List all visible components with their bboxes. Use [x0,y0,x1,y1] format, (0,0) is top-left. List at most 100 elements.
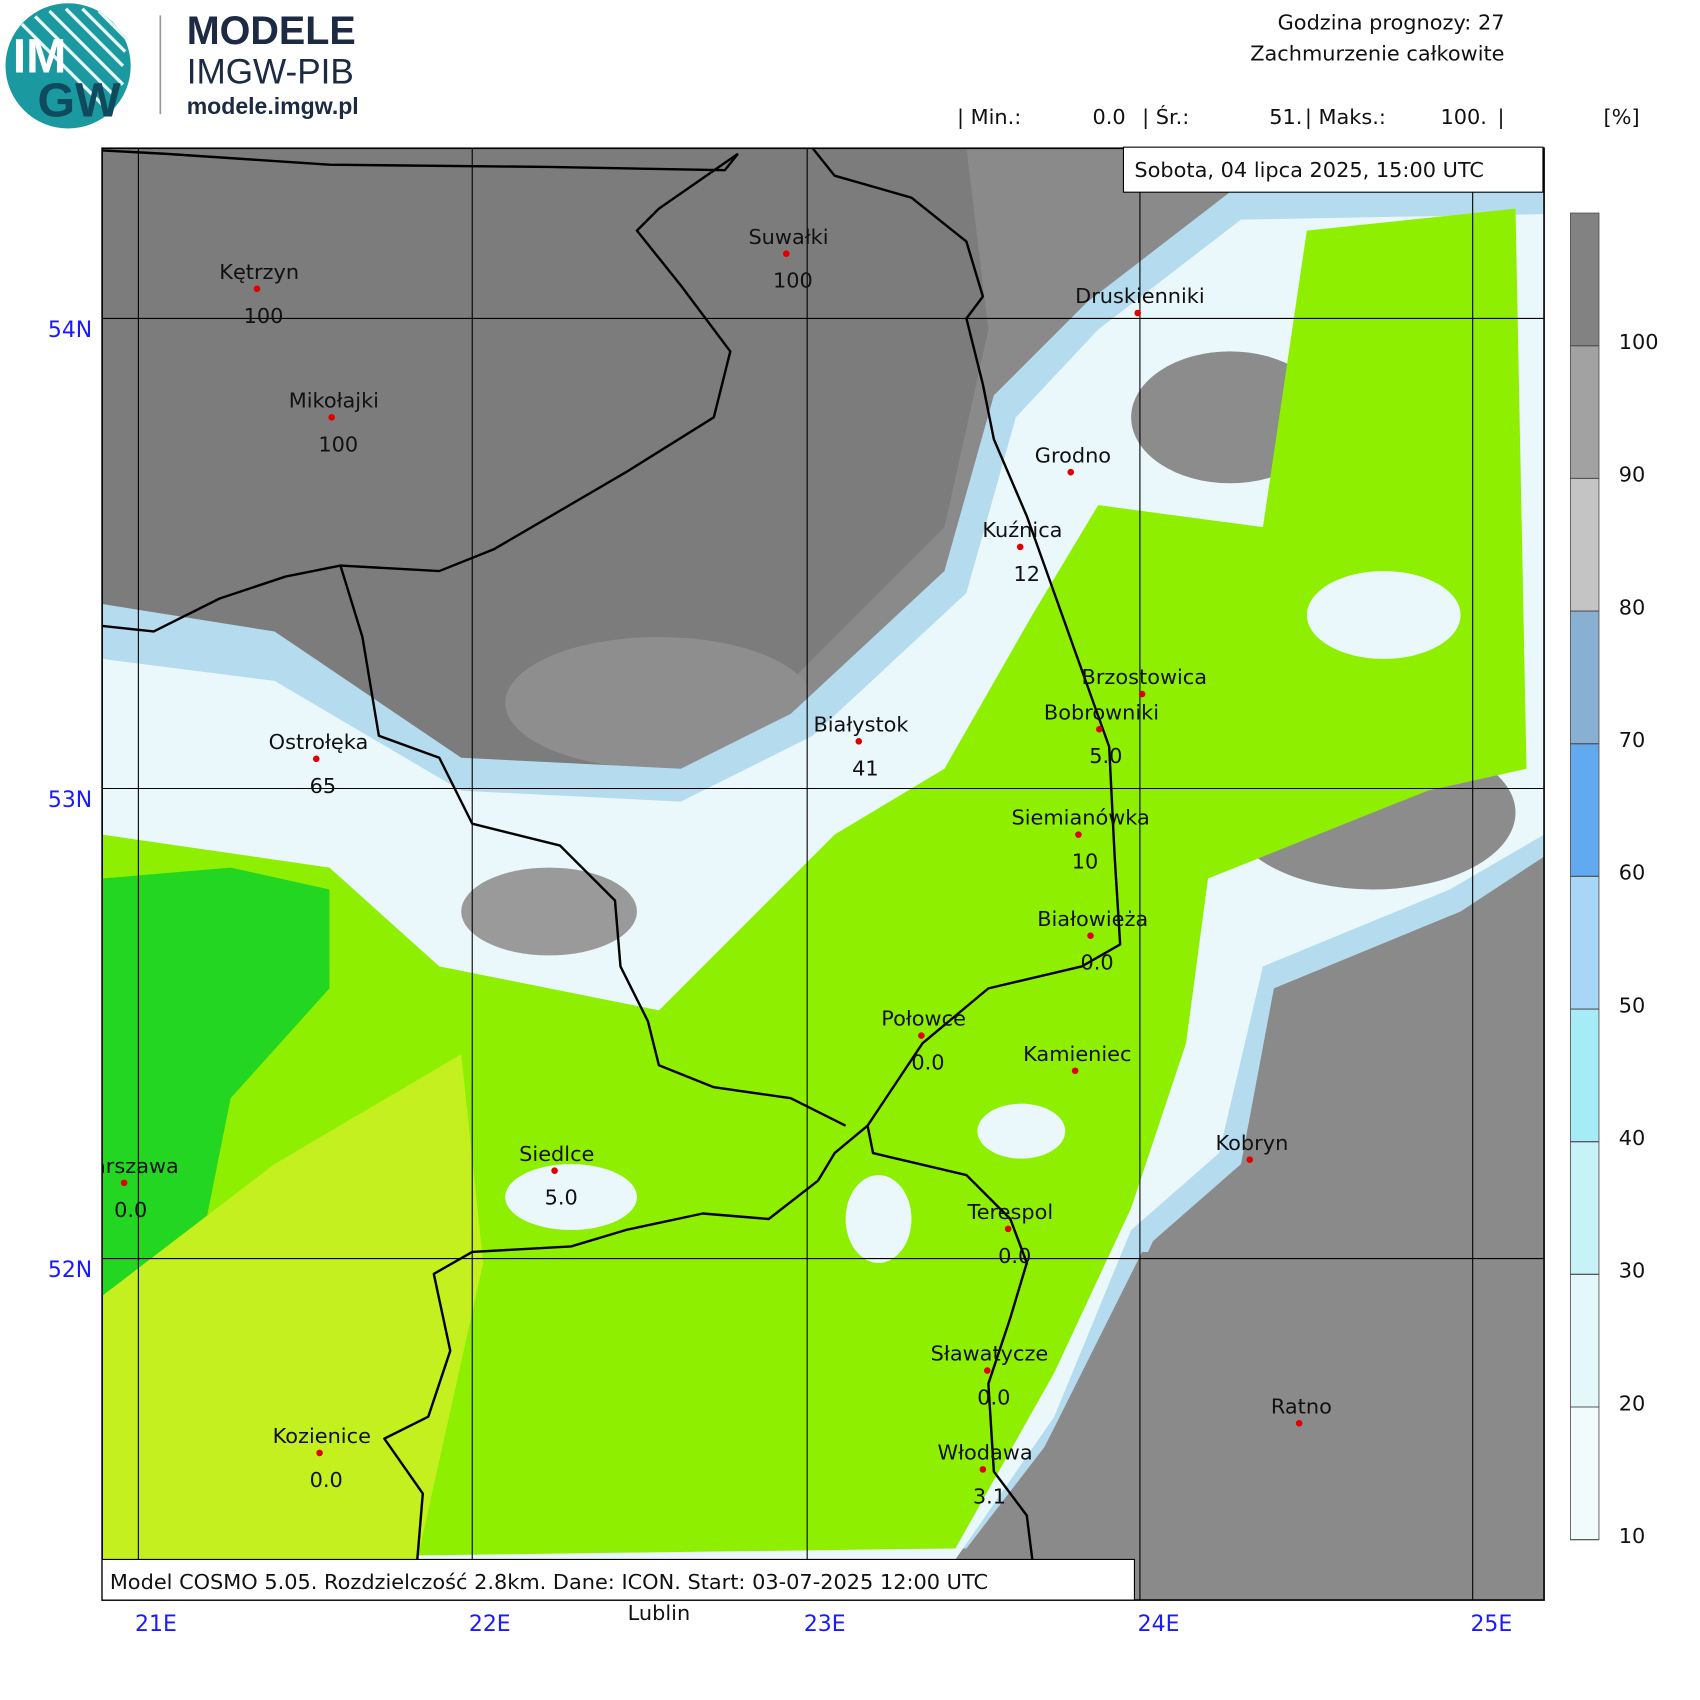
city-dot [551,1167,558,1174]
field-gray-patch [461,867,637,956]
cities: Kętrzyn 100 Suwałki 100 Mikołajki 100 Druskien… [74,225,1332,1509]
field-dark [102,148,989,769]
city-value: 5.0 [1089,744,1122,768]
legend-tick-label: 80 [1619,595,1646,619]
city-name: Grodno [1035,443,1111,467]
legend-swatch [1569,1141,1600,1275]
field-gray-patch [505,636,813,769]
legend-tick-label: 20 [1619,1391,1646,1415]
longitude-label: 24E [1138,1612,1180,1637]
city-value: 0.0 [114,1198,147,1222]
city-name: Kobryn [1216,1131,1289,1155]
logo-text: IM [13,29,67,83]
legend-swatch [1569,743,1600,877]
legend-tick-label: 40 [1619,1126,1646,1150]
city-value: 100 [244,304,284,328]
city-value: 41 [852,756,879,780]
city-name: Brzostowica [1082,665,1208,689]
city-value: 0.0 [1080,951,1113,975]
city-dot [120,1179,128,1187]
city-name: Bobrowniki [1044,700,1159,724]
field-white-patch [845,1175,912,1263]
city-dot [1016,543,1024,551]
grid-lines [102,148,1545,1601]
stat-value: 0.0 [1092,105,1125,129]
city-value: 10 [1072,850,1099,874]
legend-swatch [1569,1008,1600,1143]
legend-swatch [1569,1273,1600,1408]
stat-label: | Śr.: [1142,104,1189,130]
date: Sobota, 04 lipca 2025, 15:00 UTC [1134,158,1484,182]
city-dot [1138,690,1146,698]
unit: [%] [1603,105,1639,129]
city-dot [328,414,335,421]
legend-swatch [1569,212,1600,347]
city-value: 100 [318,432,358,456]
city-name: Mikołajki [289,388,379,412]
parameter-name: Zachmurzenie całkowite [1250,41,1504,65]
city-name: Suwałki [748,225,828,249]
latitude-label: 54N [48,318,92,343]
legend-tick-label: 100 [1619,330,1659,354]
city-value: 12 [1014,562,1041,586]
logo-text: GW [37,73,121,127]
legend-swatch [1569,345,1600,479]
city-value: 0.0 [310,1468,343,1492]
longitude-label: 21E [135,1612,177,1637]
city-name: Kuźnica [982,518,1062,542]
city-name: Warszawa [74,1154,179,1178]
legend: 10 20 30 40 50 60 70 80 90 100 [1569,212,1659,1548]
city-dot [855,737,863,745]
city-value: 5.0 [545,1186,578,1210]
city-value: 65 [310,774,337,798]
field-white-patch [977,1103,1066,1159]
city-dot [918,1032,925,1039]
latitude-label: 53N [48,788,92,813]
city-value: 3.1 [973,1484,1006,1508]
logo-url: modele.imgw.pl [187,93,359,119]
legend-swatch [1569,477,1600,612]
city-name: Włodawa [937,1440,1032,1464]
city-dot [1095,725,1103,733]
city-dot [1071,1067,1079,1075]
city-dot [253,285,261,293]
stat-value: 51. [1269,105,1302,129]
city-dot [1295,1419,1303,1427]
city-dot [979,1466,987,1473]
logo-stripes [20,7,129,108]
longitude-label: 22E [469,1612,511,1637]
legend-swatch [1569,875,1600,1010]
city-dot [1246,1156,1254,1163]
legend-swatch [1569,610,1600,745]
city-name: Białystok [813,712,909,736]
city-value: 0.0 [977,1386,1010,1410]
legend-tick-label: 90 [1619,463,1646,487]
latitude-label: 52N [48,1258,92,1283]
city-value: 0.0 [911,1051,944,1075]
field-white-patch [1306,571,1461,659]
cloud-field: Kętrzyn 100 Suwałki 100 Mikołajki 100 Druskien… [74,148,1545,1601]
logo-subtitle: IMGW-PIB [187,52,354,91]
city-value: 100 [773,269,813,293]
city-name: Siedlce [519,1142,594,1166]
legend-tick-label: 60 [1619,861,1646,885]
stat-value: 100. [1440,105,1486,129]
city-dot [783,250,790,257]
field-gray-se [966,1251,1545,1601]
legend-tick-label: 70 [1619,728,1646,752]
stat-label: | Min.: [957,105,1021,130]
city-dot [1134,309,1142,317]
city-name: Ratno [1271,1394,1332,1418]
city-name: Ostrołęka [269,730,369,754]
borders [102,148,1122,1560]
city-name: Terespol [967,1200,1054,1224]
stat-label: | Maks.: [1305,105,1386,130]
city-dot [316,1449,323,1457]
city-dot [312,755,320,763]
field-dark-green [102,867,330,1318]
city-name: Siemianówka [1011,806,1149,830]
city-name: Białowieża [1037,907,1148,931]
date-box [1122,146,1544,193]
forecast-hour: Godzina prognozy: 27 [1278,11,1505,35]
